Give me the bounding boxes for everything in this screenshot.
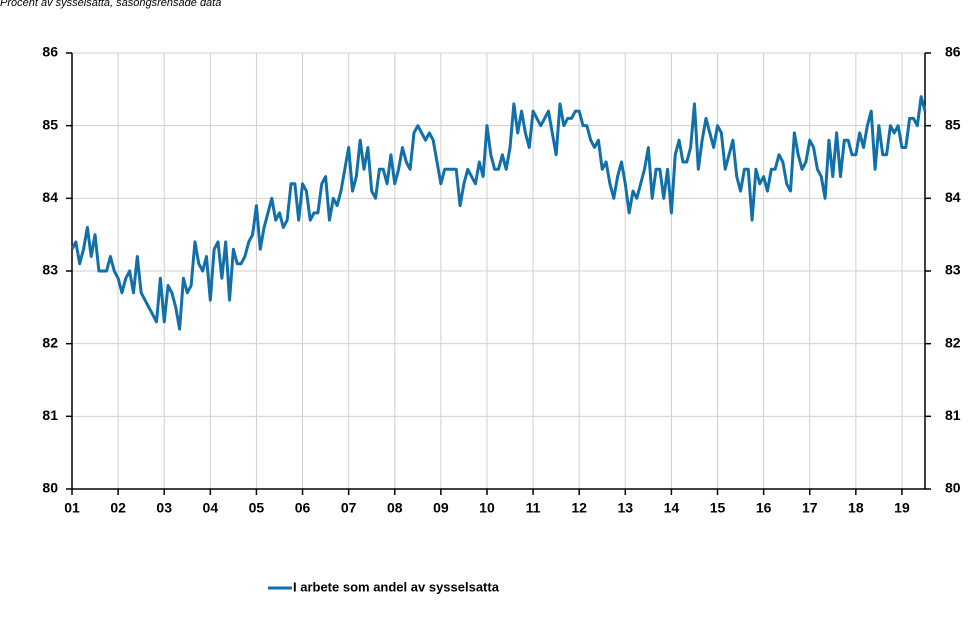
chart-subtitle: Procent av sysselsatta, säsongsrensade d… [0, 0, 221, 9]
x-tick-label: 02 [110, 500, 126, 516]
x-tick-label: 03 [156, 500, 172, 516]
x-tick-label: 01 [64, 500, 80, 516]
y2-tick-label: 81 [945, 407, 961, 423]
y-tick-label: 85 [42, 116, 58, 132]
y2-tick-label: 82 [945, 334, 961, 350]
y-tick-label: 82 [42, 334, 58, 350]
legend-label: I arbete som andel av sysselsatta [293, 579, 500, 594]
x-tick-label: 11 [526, 500, 541, 516]
x-tick-label: 18 [848, 500, 864, 516]
y-tick-label: 83 [42, 262, 58, 278]
x-tick-label: 08 [387, 500, 403, 516]
data-line [70, 95, 927, 331]
x-tick-label: 12 [571, 500, 587, 516]
y2-tick-label: 83 [945, 262, 961, 278]
x-tick-label: 19 [894, 500, 910, 516]
x-tick-label: 17 [802, 500, 818, 516]
x-tick-label: 15 [710, 500, 726, 516]
y2-tick-label: 84 [945, 189, 961, 205]
y-tick-label: 81 [42, 407, 58, 423]
x-tick-label: 10 [479, 500, 495, 516]
y2-tick-label: 80 [945, 480, 961, 496]
y2-tick-label: 86 [945, 44, 961, 60]
x-tick-label: 09 [433, 500, 449, 516]
x-tick-label: 05 [249, 500, 265, 516]
y-tick-label: 80 [42, 480, 58, 496]
y2-tick-label: 85 [945, 116, 961, 132]
x-tick-label: 14 [664, 500, 680, 516]
y-tick-label: 86 [42, 44, 58, 60]
x-tick-label: 04 [203, 500, 219, 516]
x-tick-label: 07 [341, 500, 357, 516]
x-tick-label: 16 [756, 500, 772, 516]
x-tick-label: 06 [295, 500, 311, 516]
x-tick-label: 13 [618, 500, 634, 516]
y-tick-label: 84 [42, 189, 58, 205]
